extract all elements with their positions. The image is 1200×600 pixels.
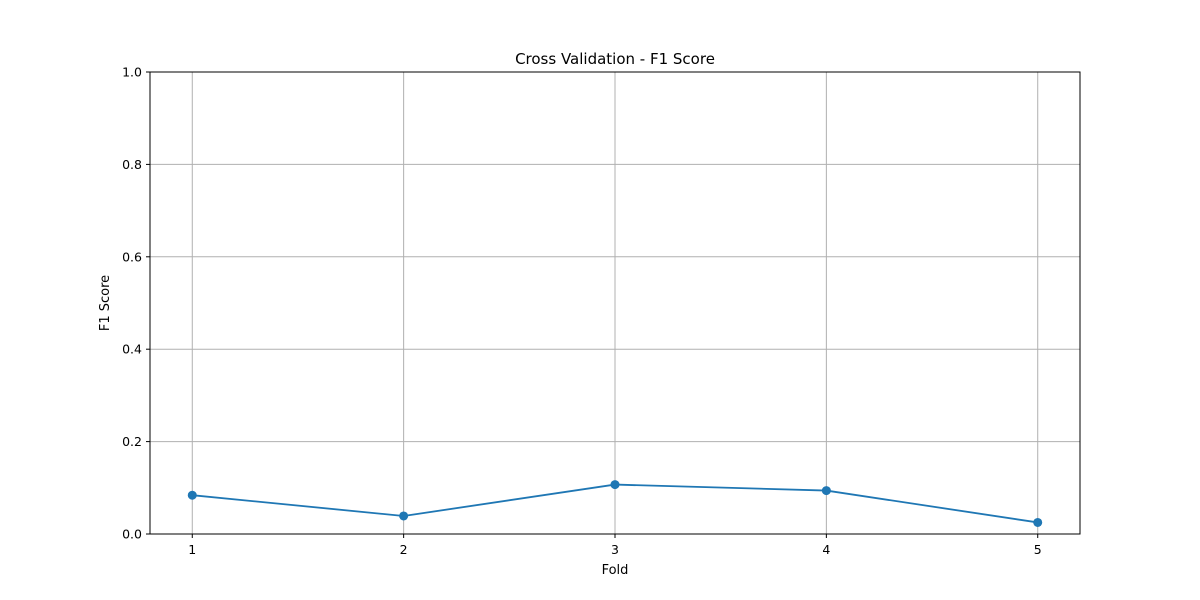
x-axis-label: Fold	[602, 563, 629, 578]
y-axis-label: F1 Score	[98, 275, 113, 331]
data-point	[610, 480, 620, 490]
data-point	[399, 511, 409, 521]
series-layer	[187, 480, 1043, 527]
x-tick-label: 1	[188, 542, 196, 557]
chart-title: Cross Validation - F1 Score	[515, 50, 715, 68]
data-point	[187, 490, 197, 500]
y-tick-label: 0.6	[122, 249, 142, 264]
y-tick-label: 0.0	[122, 527, 142, 542]
data-point	[821, 486, 831, 496]
x-tick-label: 2	[400, 542, 408, 557]
y-tick-label: 0.2	[122, 434, 142, 449]
y-tick-label: 0.4	[122, 342, 142, 357]
x-tick-label: 4	[822, 542, 830, 557]
axis-ticks: 1 2 3 4 5 0.0 0.2 0.4 0.6 0.8 1.0	[122, 65, 1042, 558]
x-tick-label: 5	[1034, 542, 1042, 557]
x-tick-label: 3	[611, 542, 619, 557]
data-point	[1033, 517, 1043, 527]
grid	[150, 71, 1080, 535]
y-tick-label: 0.8	[122, 157, 142, 172]
y-tick-label: 1.0	[122, 65, 142, 80]
